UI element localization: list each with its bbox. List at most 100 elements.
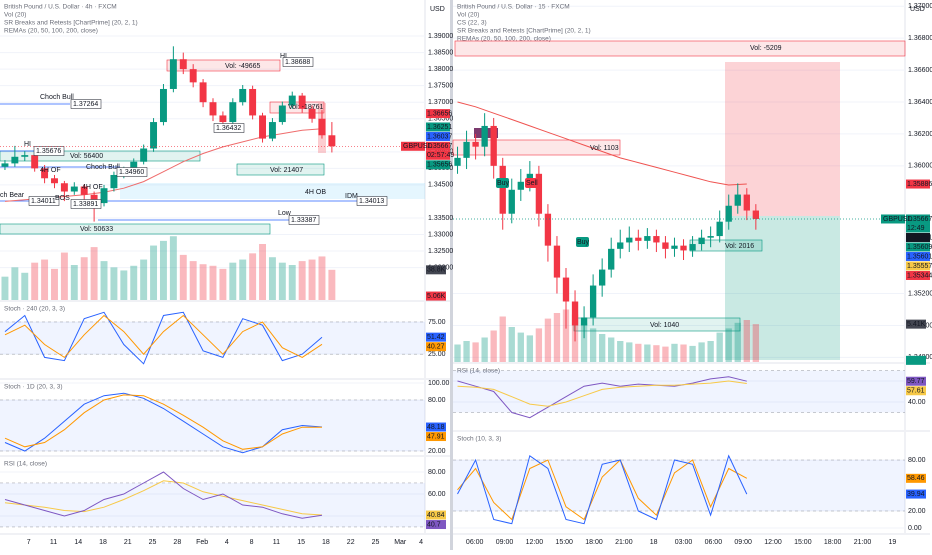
price-badge-label: 1.35601 <box>907 253 932 260</box>
y-tick-label: 0.00 <box>908 525 922 532</box>
value-badge-label: 39.94 <box>907 491 925 498</box>
volume-bar <box>239 259 247 300</box>
candle-body <box>60 183 68 192</box>
signal-label: Buy <box>577 239 590 246</box>
y-tick-label: 80.00 <box>428 469 446 476</box>
price-pane: 1.39000 1.38500 1.38000 1.37500 1.37000 1.365… <box>0 0 454 546</box>
volume-bar <box>199 264 207 300</box>
volume-bar <box>268 257 276 300</box>
value-badge <box>426 342 446 352</box>
price-badge <box>906 242 930 252</box>
level-label: 1.33891 <box>73 201 98 208</box>
volume-bar <box>617 341 624 362</box>
x-tick-label: Mar <box>394 539 407 546</box>
volume-bar <box>562 309 570 362</box>
symbol-tag <box>401 141 425 151</box>
y-tick-label: 1.34500 <box>428 182 453 189</box>
indicator-legend: REMAs (20, 50, 100, 200, close) <box>457 36 551 43</box>
volume-bar <box>60 252 68 300</box>
value-badge-label: 51.42 <box>427 334 445 341</box>
indicator-legend: Vol (20) <box>457 12 479 19</box>
sr-zone <box>269 101 325 114</box>
x-tick-label: 21 <box>124 539 132 546</box>
candle-body <box>130 161 138 171</box>
candle-body <box>608 248 615 270</box>
volume-bar <box>80 257 88 300</box>
y-tick-label: 1.36500 <box>428 116 453 123</box>
x-tick-label: Feb <box>196 539 208 546</box>
volume-bar <box>100 261 108 300</box>
candle-body <box>90 194 98 204</box>
sr-zone <box>166 59 281 72</box>
volume-bar <box>90 247 98 300</box>
sr-zone <box>236 163 325 176</box>
y-tick-label: 1.33000 <box>428 231 453 238</box>
candle-body <box>308 108 316 119</box>
x-tick-label: 28 <box>173 539 181 546</box>
indicator-line <box>4 471 323 519</box>
volume-bar <box>249 253 257 300</box>
y-tick-label: 20.00 <box>428 448 446 455</box>
candle-body <box>169 59 177 89</box>
volume-bar <box>481 337 488 362</box>
candle-body <box>41 168 49 179</box>
y-tick-label: 1.36400 <box>908 99 932 106</box>
y-tick-label: 75.00 <box>428 319 446 326</box>
candle-body <box>707 236 714 238</box>
volume-bar <box>140 259 148 300</box>
signal-label: Buy <box>497 180 510 187</box>
x-tick-label: 4 <box>225 539 229 546</box>
volume-bar <box>535 328 543 362</box>
structure-label: 4H OF <box>82 184 103 191</box>
level-label: 1.34960 <box>119 169 144 176</box>
band-fill <box>0 482 425 527</box>
indicator-title: RSI (14, close) <box>4 461 47 468</box>
value-badge <box>906 473 926 483</box>
candle-body <box>219 115 227 123</box>
value-badge-label: 47.91 <box>427 433 445 440</box>
structure-label: HI <box>24 141 31 148</box>
level-label: 1.34013 <box>359 198 384 205</box>
price-badge-label: 1.35344 <box>907 272 932 279</box>
structure-label: 4H OF <box>40 167 61 174</box>
volume-bar <box>526 335 534 362</box>
level-label: 1.36432 <box>216 125 241 132</box>
price-badge <box>906 261 930 271</box>
volume-bar <box>698 342 705 362</box>
price-badge-label: 1.36037 <box>427 133 452 140</box>
sr-zone <box>454 40 906 57</box>
signal-tag <box>525 178 538 188</box>
candle-body <box>454 157 461 166</box>
candle-body <box>508 189 515 214</box>
sr-zone <box>725 216 840 360</box>
level-label-box <box>28 196 60 206</box>
structure-label: IDM <box>345 193 358 200</box>
band-fill <box>0 321 425 355</box>
zone-volume-label: Vol: 21407 <box>270 167 303 174</box>
x-tick-label: 03:00 <box>675 539 693 546</box>
volume-bar <box>680 344 687 362</box>
volume-bar <box>21 272 29 300</box>
price-badge-label: 1.35656 <box>427 162 452 169</box>
x-tick-label: 25 <box>149 539 157 546</box>
zone-volume-label: Vol: 50633 <box>80 226 113 233</box>
y-tick-label: 60.00 <box>428 491 446 498</box>
volume-bar <box>179 254 187 300</box>
volume-bar <box>716 332 723 362</box>
value-badge-label: 48.18 <box>427 424 445 431</box>
volume-bar <box>653 345 660 362</box>
candle-body <box>553 245 561 278</box>
volume-badge <box>426 265 446 275</box>
currency-label: USD <box>430 6 445 13</box>
indicator-line <box>4 392 323 454</box>
price-badge <box>906 270 930 280</box>
volume-bar <box>110 267 118 300</box>
indicator-pane: 100.00 80.00 20.00 Stoch · 1D (20, 3, 3) 48.… <box>0 380 450 457</box>
y-tick-label: 1.36600 <box>908 67 932 74</box>
volume-bar <box>328 269 336 300</box>
value-badge-label: 40.27 <box>427 343 445 350</box>
candle-body <box>51 178 58 184</box>
indicator-title: Stoch · 1D (20, 3, 3) <box>4 384 63 391</box>
